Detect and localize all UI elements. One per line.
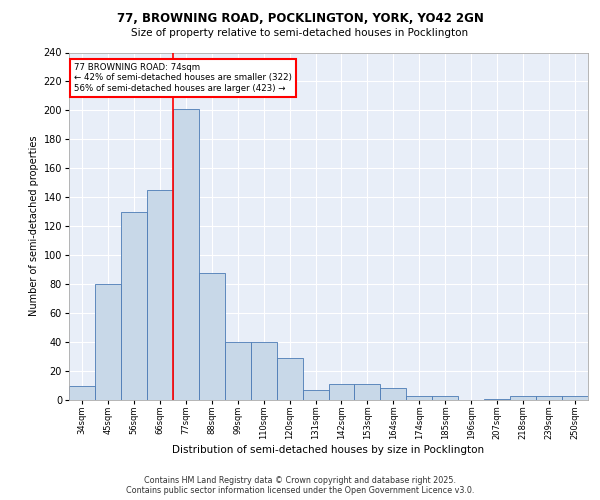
Bar xyxy=(251,342,277,400)
Bar xyxy=(536,396,562,400)
Bar xyxy=(484,398,510,400)
Bar xyxy=(433,396,458,400)
Bar xyxy=(380,388,406,400)
Text: 77, BROWNING ROAD, POCKLINGTON, YORK, YO42 2GN: 77, BROWNING ROAD, POCKLINGTON, YORK, YO… xyxy=(116,12,484,26)
Bar xyxy=(329,384,355,400)
Bar xyxy=(69,386,95,400)
Bar xyxy=(302,390,329,400)
Y-axis label: Number of semi-detached properties: Number of semi-detached properties xyxy=(29,136,39,316)
Bar xyxy=(562,396,588,400)
Bar xyxy=(199,272,224,400)
Bar xyxy=(406,396,432,400)
Text: 77 BROWNING ROAD: 74sqm
← 42% of semi-detached houses are smaller (322)
56% of s: 77 BROWNING ROAD: 74sqm ← 42% of semi-de… xyxy=(74,63,292,92)
X-axis label: Distribution of semi-detached houses by size in Pocklington: Distribution of semi-detached houses by … xyxy=(172,445,485,455)
Text: Contains HM Land Registry data © Crown copyright and database right 2025.
Contai: Contains HM Land Registry data © Crown c… xyxy=(126,476,474,495)
Bar xyxy=(225,342,251,400)
Bar xyxy=(147,190,173,400)
Bar xyxy=(510,396,536,400)
Bar xyxy=(95,284,121,400)
Text: Size of property relative to semi-detached houses in Pocklington: Size of property relative to semi-detach… xyxy=(131,28,469,38)
Bar xyxy=(277,358,302,400)
Bar xyxy=(121,212,147,400)
Bar xyxy=(173,109,199,400)
Bar xyxy=(355,384,380,400)
